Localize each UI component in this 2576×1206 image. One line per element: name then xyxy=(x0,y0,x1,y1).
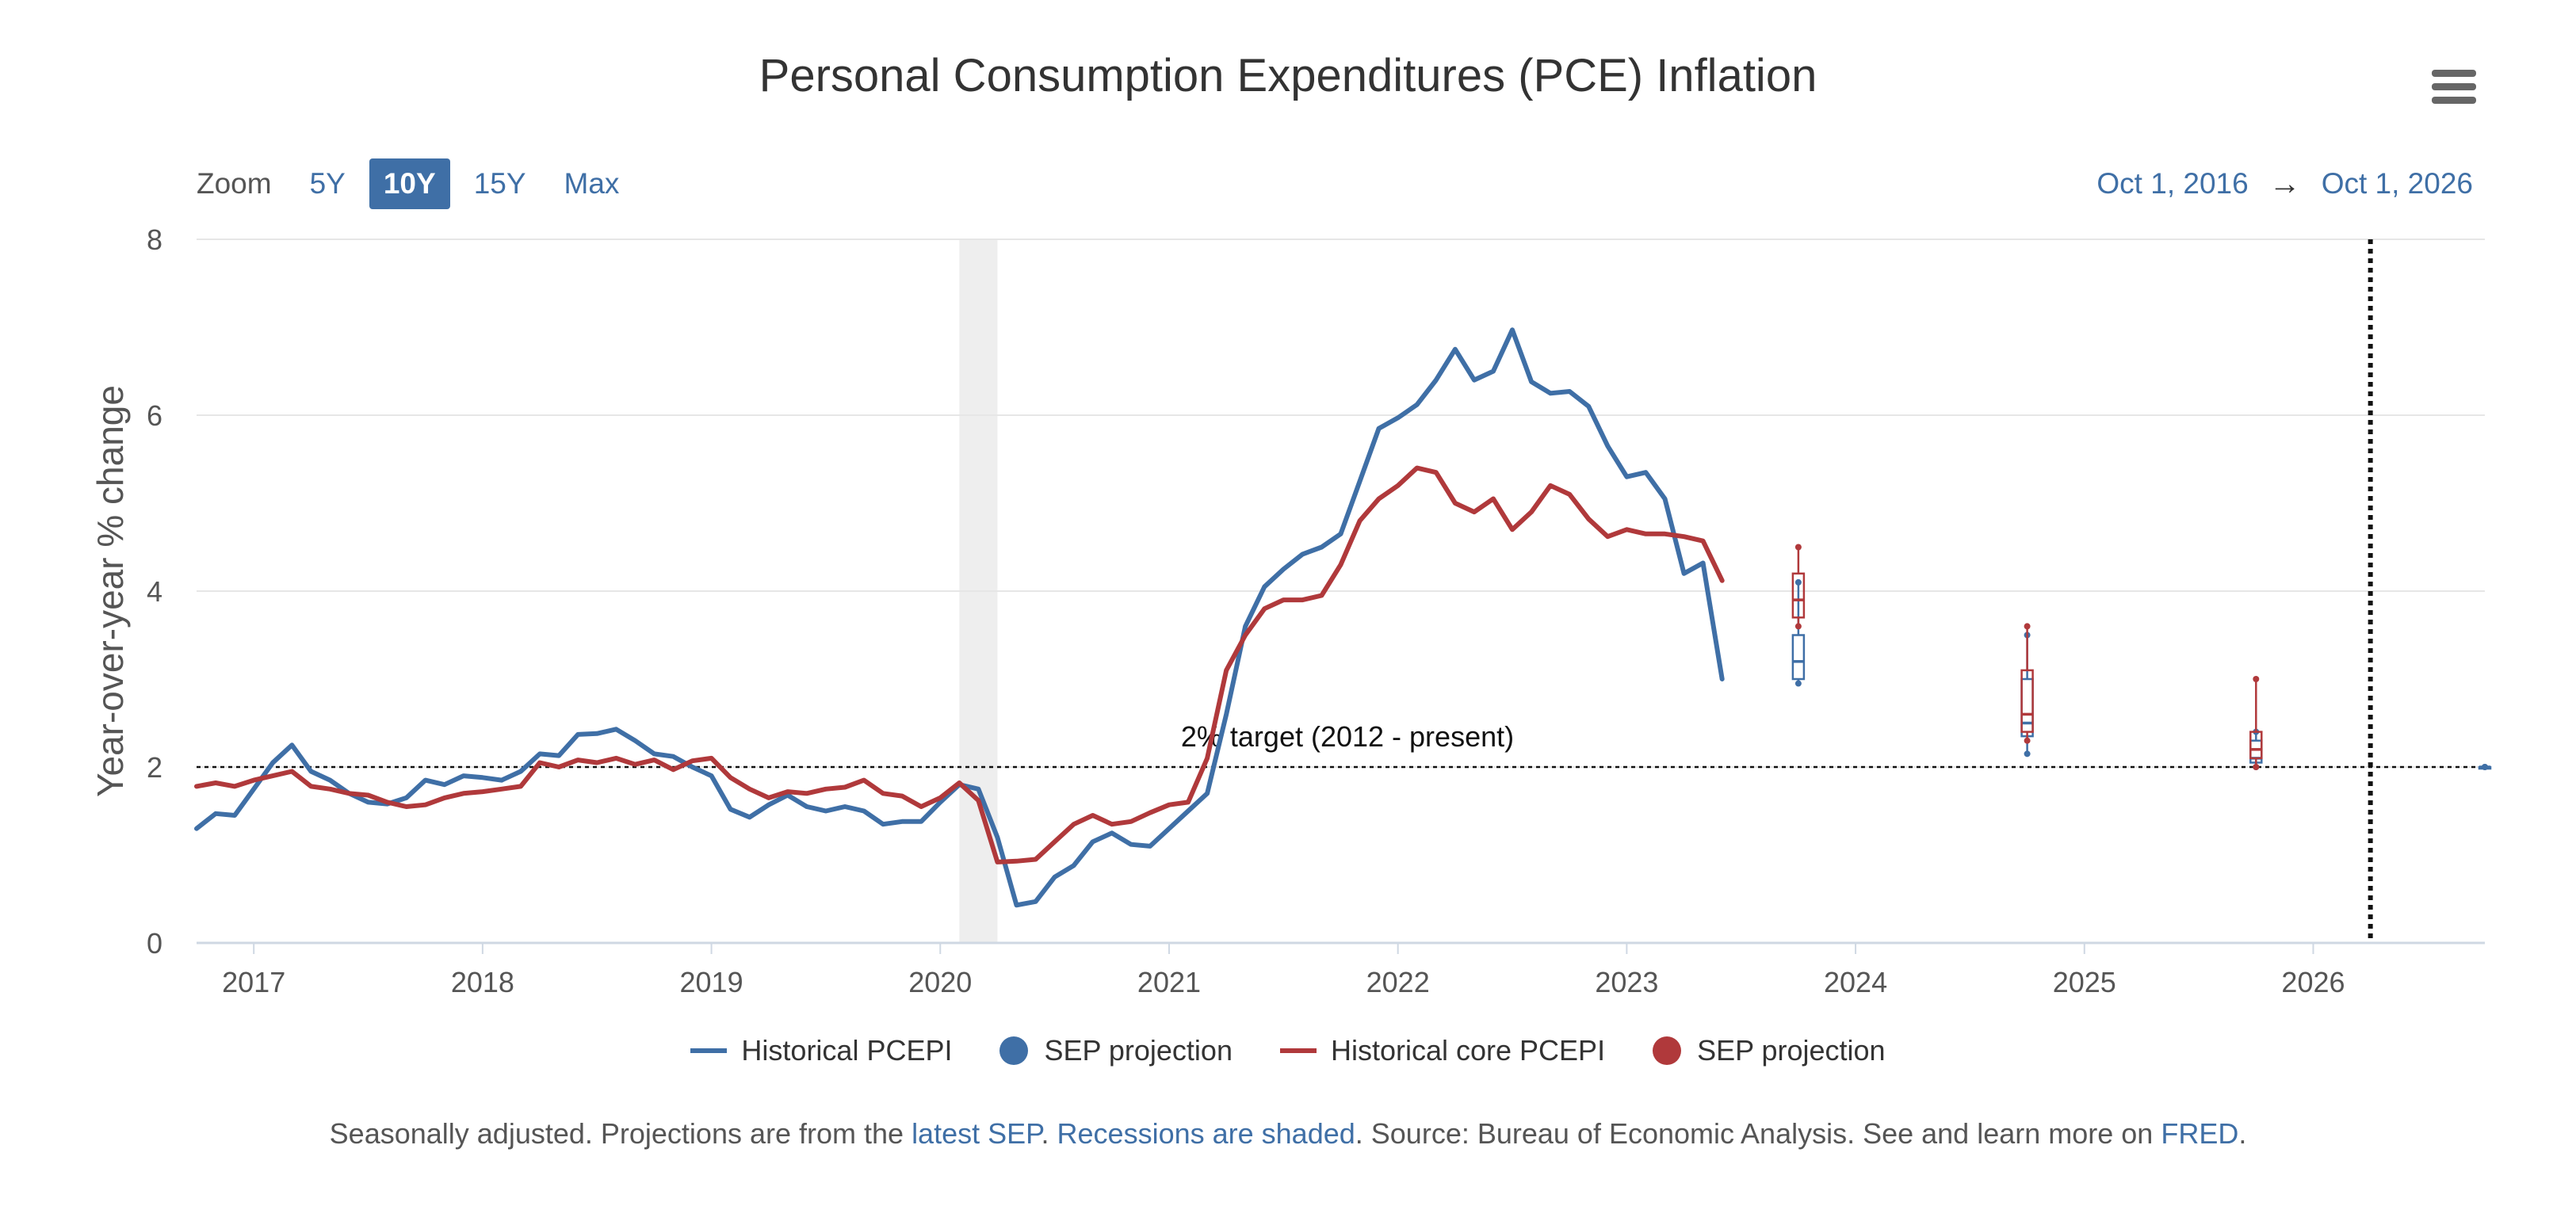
legend-item-historical-pcepi[interactable]: Historical PCEPI xyxy=(690,1034,952,1067)
legend-item-sep-projection-pce[interactable]: SEP projection xyxy=(999,1034,1233,1067)
legend-label: SEP projection xyxy=(1044,1034,1233,1067)
footnote-text: Seasonally adjusted. Projections are fro… xyxy=(329,1117,912,1150)
range-from-input[interactable]: Oct 1, 2016 xyxy=(2096,167,2249,200)
chart-menu-button[interactable] xyxy=(2432,70,2476,108)
chart-legend: Historical PCEPI SEP projection Historic… xyxy=(0,1034,2576,1067)
zoom-max-button[interactable]: Max xyxy=(564,167,620,200)
x-tick-label: 2025 xyxy=(2053,966,2116,998)
zoom-15y-button[interactable]: 15Y xyxy=(473,167,526,200)
chart-title: Personal Consumption Expenditures (PCE) … xyxy=(759,50,1817,101)
range-to-input[interactable]: Oct 1, 2026 xyxy=(2321,167,2473,200)
footnote-text: . Source: Bureau of Economic Analysis. S… xyxy=(1355,1117,2161,1150)
box-low-point xyxy=(1794,680,1802,687)
fred-link[interactable]: FRED xyxy=(2161,1117,2239,1150)
legend-item-historical-core-pcepi[interactable]: Historical core PCEPI xyxy=(1279,1034,1606,1067)
zoom-5y-button[interactable]: 5Y xyxy=(309,167,346,200)
menu-icon-bar xyxy=(2432,97,2476,104)
x-tick-label: 2022 xyxy=(1366,966,1430,998)
zoom-bar: Zoom 5Y 10Y 15Y Max xyxy=(197,158,643,209)
legend-label: SEP projection xyxy=(1697,1034,1886,1067)
footnote-text: . xyxy=(1041,1117,1057,1150)
legend-label: Historical core PCEPI xyxy=(1330,1034,1606,1067)
legend-item-sep-projection-core[interactable]: SEP projection xyxy=(1653,1034,1886,1067)
box-iqr xyxy=(1791,572,1806,619)
footnote-text: . xyxy=(2238,1117,2247,1150)
box-iqr xyxy=(2020,669,2034,733)
y-tick-label: 6 xyxy=(147,399,162,432)
menu-icon xyxy=(2432,70,2476,77)
legend-dot-core xyxy=(1653,1036,1682,1065)
y-tick-label: 0 xyxy=(147,927,162,960)
box-high-point xyxy=(1794,544,1802,551)
box-low-point xyxy=(2482,764,2488,770)
y-axis-title: Year-over-year % change xyxy=(90,385,131,797)
box-high-point xyxy=(2024,623,2031,630)
box-low-point xyxy=(2024,737,2031,744)
x-tick-label: 2024 xyxy=(1824,966,1887,998)
x-tick-label: 2019 xyxy=(680,966,743,998)
legend-line-pce xyxy=(690,1048,728,1053)
legend-dot-pce xyxy=(999,1036,1029,1065)
box-iqr xyxy=(2249,731,2263,760)
zoom-label: Zoom xyxy=(197,167,272,200)
y-tick-label: 2 xyxy=(147,751,162,784)
latest-sep-link[interactable]: latest SEP xyxy=(912,1117,1041,1150)
x-tick-label: 2018 xyxy=(451,966,514,998)
legend-line-core xyxy=(1279,1048,1317,1053)
y-tick-label: 4 xyxy=(147,575,162,608)
zoom-10y-button[interactable]: 10Y xyxy=(369,158,450,209)
recessions-shaded-link[interactable]: Recessions are shaded xyxy=(1057,1117,1355,1150)
x-tick-label: 2017 xyxy=(222,966,285,998)
x-tick-label: 2023 xyxy=(1595,966,1658,998)
box-iqr xyxy=(2020,677,2034,738)
box-low-point xyxy=(1794,623,1802,630)
chart-footnote: Seasonally adjusted. Projections are fro… xyxy=(0,1117,2576,1151)
menu-icon-bar xyxy=(2432,83,2476,90)
box-high-point xyxy=(2253,676,2260,682)
x-tick-label: 2021 xyxy=(1137,966,1201,998)
x-tick-label: 2026 xyxy=(2281,966,2345,998)
box-low-point xyxy=(2024,750,2031,758)
legend-label: Historical PCEPI xyxy=(741,1034,953,1067)
range-arrow-icon: → xyxy=(2268,166,2301,201)
date-range: Oct 1, 2016 → Oct 1, 2026 xyxy=(2096,158,2473,209)
box-iqr xyxy=(1791,634,1806,681)
series-line-historical-core-pcepi xyxy=(194,465,1725,864)
box-low-point xyxy=(2253,764,2260,770)
x-tick-label: 2020 xyxy=(908,966,972,998)
target-label: 2% target (2012 - present) xyxy=(1181,720,1514,753)
y-tick-label: 8 xyxy=(147,223,162,256)
box-high-point xyxy=(1794,578,1802,586)
chart-plot-area: 0 2 4 6 8 2017 2018 2019 2020 2021 2022 2023 2024 202… xyxy=(90,223,2492,998)
